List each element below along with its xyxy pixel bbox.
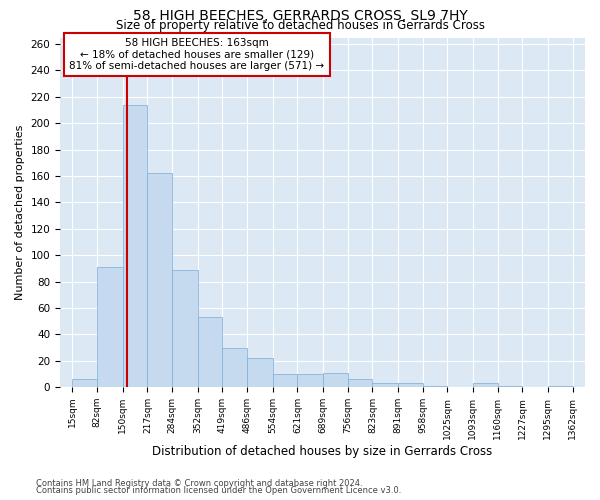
Bar (373, 383, 398, 387)
Bar (247, 358, 272, 387)
Text: 58, HIGH BEECHES, GERRARDS CROSS, SL9 7HY: 58, HIGH BEECHES, GERRARDS CROSS, SL9 7H… (133, 9, 467, 23)
Bar (197, 317, 223, 387)
Bar (497, 386, 523, 387)
Bar (122, 105, 148, 387)
Text: 58 HIGH BEECHES: 163sqm
← 18% of detached houses are smaller (129)
81% of semi-d: 58 HIGH BEECHES: 163sqm ← 18% of detache… (69, 38, 325, 72)
Bar (172, 270, 197, 387)
Bar (73, 379, 97, 387)
Bar (422, 386, 448, 387)
Text: Contains HM Land Registry data © Crown copyright and database right 2024.: Contains HM Land Registry data © Crown c… (36, 478, 362, 488)
Bar (97, 267, 122, 387)
Bar (398, 383, 422, 387)
Y-axis label: Number of detached properties: Number of detached properties (15, 124, 25, 300)
Bar (548, 386, 572, 387)
Bar (223, 348, 247, 387)
Bar (323, 372, 347, 387)
Text: Size of property relative to detached houses in Gerrards Cross: Size of property relative to detached ho… (115, 19, 485, 32)
Text: Contains public sector information licensed under the Open Government Licence v3: Contains public sector information licen… (36, 486, 401, 495)
Bar (473, 383, 497, 387)
Bar (272, 374, 298, 387)
Bar (148, 174, 172, 387)
Bar (298, 374, 323, 387)
X-axis label: Distribution of detached houses by size in Gerrards Cross: Distribution of detached houses by size … (152, 444, 493, 458)
Bar (347, 379, 373, 387)
